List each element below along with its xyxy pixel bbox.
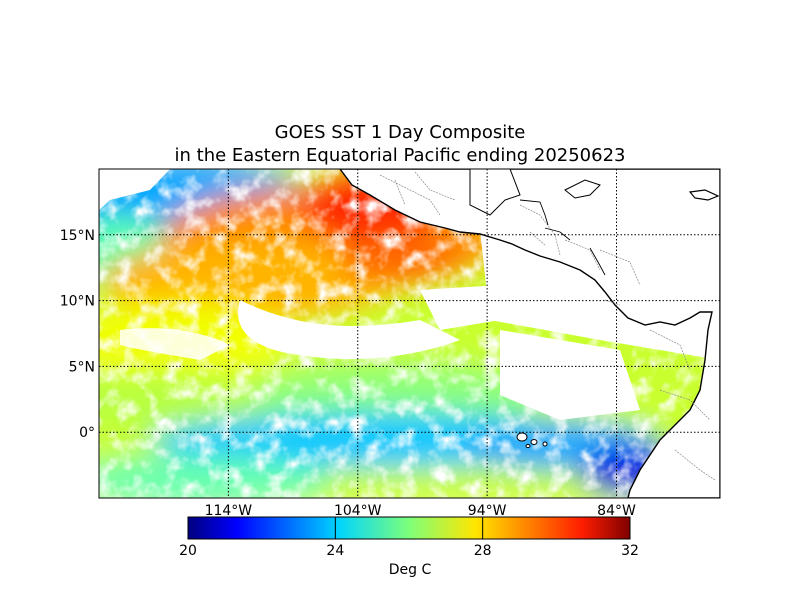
lat-label: 10°N [60,294,95,310]
lat-label: 0° [79,425,95,441]
colorbar-tick-label: 24 [326,543,345,559]
sst-field [99,169,720,498]
colorbar-label: Deg C [388,562,432,578]
longitude-labels: 114°W 104°W 94°W 84°W [205,503,636,519]
latitude-labels: 15°N 10°N 5°N 0° [60,228,95,441]
central-america-land [339,169,720,498]
graticule [99,169,720,498]
lon-label: 114°W [205,503,253,519]
map-title-line1: GOES SST 1 Day Composite [274,122,526,143]
galapagos-islands [516,432,548,448]
map-title-line2: in the Eastern Equatorial Pacific ending… [174,145,626,166]
lat-label: 5°N [69,359,95,375]
map-frame [98,168,721,499]
colorbar-tick-label: 20 [179,543,197,559]
lon-label: 104°W [334,503,382,519]
colorbar-tick-label: 28 [473,543,492,559]
colorbar [187,516,631,540]
lon-label: 94°W [468,503,507,519]
colorbar-tick-label: 32 [621,543,639,559]
lat-label: 15°N [60,228,95,244]
lon-label: 84°W [597,503,636,519]
